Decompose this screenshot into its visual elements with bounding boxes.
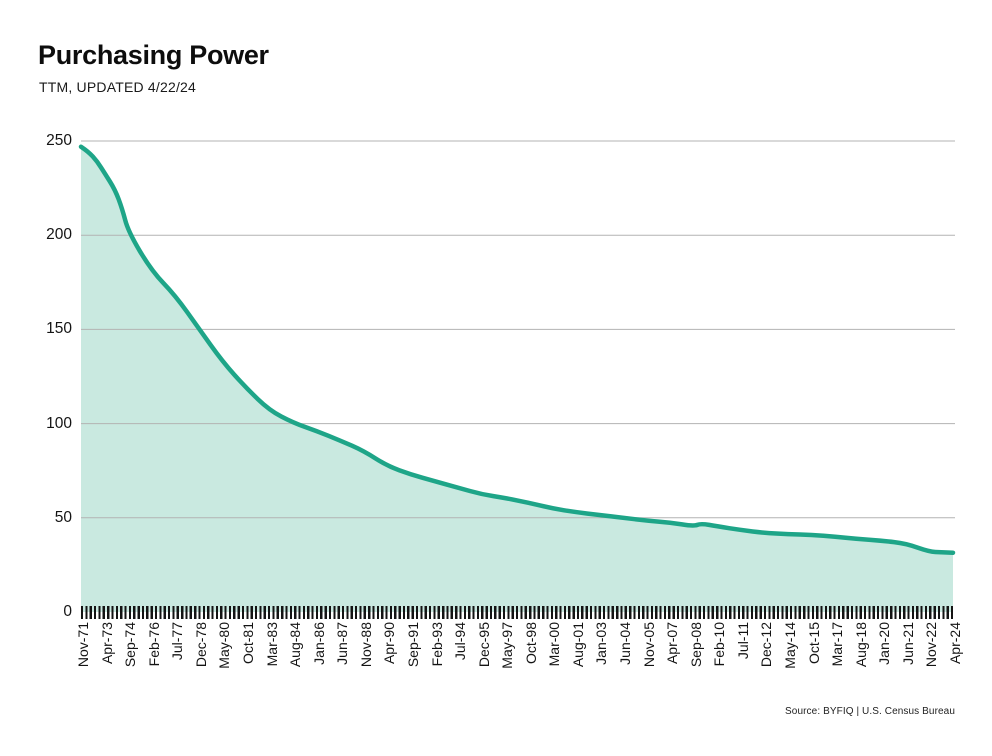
x-axis-label: May-97 bbox=[499, 622, 516, 669]
x-axis-label: Sep-08 bbox=[687, 622, 704, 668]
x-axis-label: Nov-88 bbox=[357, 622, 374, 668]
x-axis-label: Jan-20 bbox=[876, 622, 893, 665]
x-axis-label: Jul-77 bbox=[169, 622, 186, 661]
x-axis-label: Feb-10 bbox=[711, 622, 728, 667]
x-axis-label: Jun-21 bbox=[899, 622, 916, 665]
y-axis-label: 0 bbox=[63, 603, 72, 620]
x-axis-label: Jan-03 bbox=[593, 622, 610, 665]
x-axis-label: Apr-73 bbox=[98, 622, 115, 665]
x-axis-label: Sep-91 bbox=[404, 622, 421, 668]
x-axis-label: May-14 bbox=[782, 622, 799, 669]
y-axis-label: 250 bbox=[46, 132, 72, 149]
x-axis-label: Nov-22 bbox=[923, 622, 940, 668]
x-axis-label: Jan-86 bbox=[310, 622, 327, 665]
y-axis-label: 150 bbox=[46, 320, 72, 338]
x-axis-label: Oct-98 bbox=[522, 622, 539, 665]
x-axis-label: Dec-12 bbox=[758, 622, 775, 668]
x-axis-label: Oct-81 bbox=[239, 622, 256, 665]
x-axis-label: Jun-04 bbox=[617, 622, 634, 665]
x-axis-label: Jul-11 bbox=[734, 622, 751, 660]
x-axis-label: Sep-74 bbox=[122, 622, 139, 668]
trend-line bbox=[78, 144, 956, 555]
x-axis-label: Mar-83 bbox=[263, 622, 280, 667]
x-axis-label: Oct-15 bbox=[805, 622, 822, 665]
x-axis-label: Mar-00 bbox=[546, 622, 563, 667]
x-axis-label: Apr-07 bbox=[664, 622, 681, 665]
source-attribution: Source: BYFIQ | U.S. Census Bureau bbox=[785, 706, 955, 717]
x-axis-label: Jul-94 bbox=[452, 622, 469, 661]
x-axis-label: Apr-24 bbox=[947, 622, 963, 665]
gridlines bbox=[81, 140, 955, 519]
x-axis-label: Aug-18 bbox=[852, 622, 869, 668]
x-axis-label: Apr-90 bbox=[381, 622, 398, 665]
y-axis-label: 50 bbox=[54, 508, 72, 526]
x-axis-label: Nov-71 bbox=[75, 622, 91, 668]
x-axis-label: Mar-17 bbox=[829, 622, 846, 667]
x-axis-label: Aug-01 bbox=[569, 622, 586, 668]
area-fill bbox=[81, 146, 953, 612]
chart-subtitle: TTM, UPDATED 4/22/24 bbox=[39, 79, 197, 95]
y-axis-label: 200 bbox=[46, 226, 72, 244]
y-axis-label: 100 bbox=[46, 414, 72, 432]
x-axis-label: Feb-76 bbox=[145, 622, 162, 667]
x-axis-label: Dec-78 bbox=[192, 622, 209, 668]
x-axis-label: Nov-05 bbox=[640, 622, 657, 668]
x-axis-label: May-80 bbox=[216, 622, 233, 669]
x-axis-label: Dec-95 bbox=[475, 622, 492, 668]
x-axis-tick-strip bbox=[81, 606, 955, 619]
x-axis-label: Feb-93 bbox=[428, 622, 445, 667]
x-axis-label: Jun-87 bbox=[334, 622, 351, 665]
chart-title: Purchasing Power bbox=[38, 40, 269, 70]
x-axis-label: Aug-84 bbox=[287, 622, 304, 668]
